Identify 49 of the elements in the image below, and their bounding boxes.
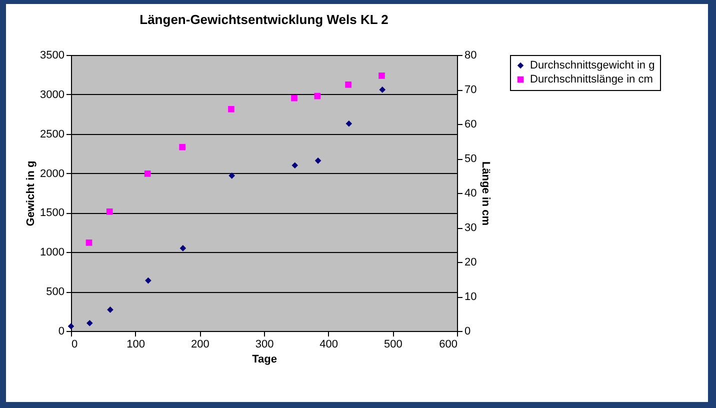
point xyxy=(86,320,93,326)
legend-label: Durchschnittsgewicht in g xyxy=(530,60,655,72)
y-tick-label: 500 xyxy=(46,286,64,298)
y2-tick-label: 80 xyxy=(464,50,477,62)
y-tick-label: 1500 xyxy=(40,207,64,220)
y-tick-label: 2500 xyxy=(40,128,64,140)
y-tick-label: 2000 xyxy=(40,168,64,180)
x-axis-title: Tage xyxy=(252,354,277,366)
point xyxy=(180,245,186,252)
point xyxy=(68,323,74,330)
y2-tick-label: 50 xyxy=(464,153,477,165)
point xyxy=(228,172,235,179)
y2-tick-label: 60 xyxy=(464,118,477,130)
y2-tick-label: 70 xyxy=(464,84,477,96)
y2-tick-label: 30 xyxy=(464,222,477,234)
y2-tick-label: 0 xyxy=(464,326,471,338)
point xyxy=(106,208,113,215)
y-axis-title: Gewicht in g xyxy=(25,160,38,226)
point xyxy=(314,92,321,100)
y2-tick-label: 40 xyxy=(464,188,477,200)
point xyxy=(144,170,151,177)
x-tick-label: 0 xyxy=(72,338,78,350)
y-tick-label: 1000 xyxy=(40,246,64,259)
point xyxy=(291,94,298,102)
point xyxy=(86,240,92,246)
x-tick-label: 600 xyxy=(439,338,458,350)
y-tick-label: 3500 xyxy=(40,50,64,62)
x-tick-label: 400 xyxy=(320,338,338,350)
x-tick-label: 500 xyxy=(384,338,402,350)
point xyxy=(346,120,352,127)
legend-label: Durchschnittslänge in cm xyxy=(530,74,653,86)
point xyxy=(379,86,386,93)
y2-tick-label: 10 xyxy=(464,291,477,303)
point xyxy=(145,277,152,284)
y2-axis-title: Länge in cm xyxy=(480,161,492,226)
x-tick-label: 300 xyxy=(255,338,274,350)
x-tick-label: 200 xyxy=(190,338,210,350)
point xyxy=(378,72,385,79)
point xyxy=(314,158,322,164)
point xyxy=(179,144,186,150)
chart-title: Längen-Gewichtsentwicklung Wels KL 2 xyxy=(140,12,388,27)
x-tick-label: 100 xyxy=(126,338,146,350)
point xyxy=(228,106,234,112)
y2-tick-label: 20 xyxy=(464,256,477,268)
point xyxy=(292,162,298,169)
y-tick-label: 3000 xyxy=(40,88,64,101)
y-tick-label: 0 xyxy=(58,326,64,338)
point xyxy=(345,82,352,88)
point xyxy=(107,306,114,313)
